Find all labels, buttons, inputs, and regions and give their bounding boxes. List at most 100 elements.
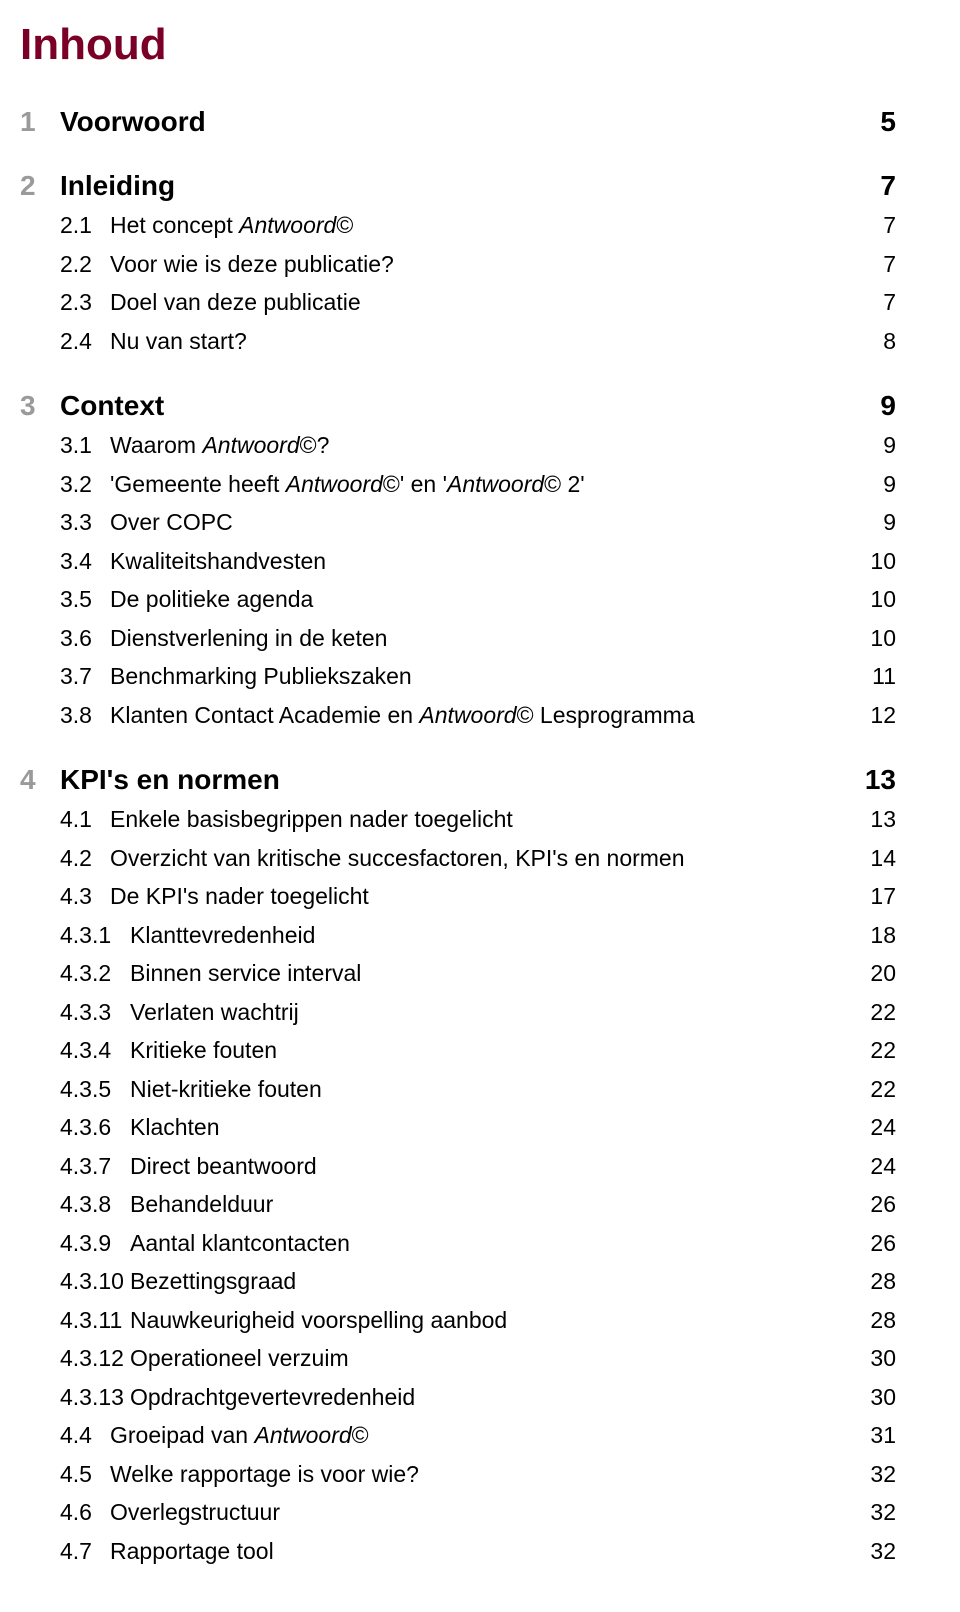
- toc-chapter-label: Voorwoord: [60, 106, 846, 138]
- toc-page: Inhoud 1Voorwoord52Inleiding72.1Het conc…: [0, 0, 960, 1612]
- toc-entry-row: 4.3De KPI's nader toegelicht17: [20, 879, 896, 914]
- toc-entry-row: 4.3.10Bezettingsgraad28: [20, 1264, 896, 1299]
- toc-chapter-number: 1: [20, 106, 60, 138]
- toc-entry-label: Klanten Contact Academie en Antwoord© Le…: [110, 698, 846, 733]
- toc-entry-label: Benchmarking Publiekszaken: [110, 659, 846, 694]
- toc-entry-number: 2.4: [20, 324, 110, 359]
- toc-entry-label: De politieke agenda: [110, 582, 846, 617]
- toc-entry-page: 11: [846, 659, 896, 694]
- toc-chapter-number: 2: [20, 170, 60, 202]
- toc-entry-page: 22: [846, 1072, 896, 1107]
- toc-entry-row: 4.3.12Operationeel verzuim30: [20, 1341, 896, 1376]
- toc-entry-row: 4.4Groeipad van Antwoord©31: [20, 1418, 896, 1453]
- toc-entry-label: Doel van deze publicatie: [110, 285, 846, 320]
- toc-entry-number: 4.3.13: [20, 1380, 130, 1415]
- toc-entry-number: 4.3.4: [20, 1033, 130, 1068]
- toc-chapter-page: 9: [846, 390, 896, 422]
- toc-entry-label: Voor wie is deze publicatie?: [110, 247, 846, 282]
- toc-entry-page: 8: [846, 324, 896, 359]
- toc-chapter-row: 4KPI's en normen13: [20, 764, 896, 796]
- toc-entry-number: 3.8: [20, 698, 110, 733]
- toc-entry-label: Binnen service interval: [130, 956, 846, 991]
- toc-entry-page: 13: [846, 802, 896, 837]
- toc-entry-label: Kritieke fouten: [130, 1033, 846, 1068]
- toc-chapter-page: 13: [846, 764, 896, 796]
- toc-entry-page: 10: [846, 621, 896, 656]
- toc-entry-row: 4.3.9Aantal klantcontacten26: [20, 1226, 896, 1261]
- toc-entry-label: Enkele basisbegrippen nader toegelicht: [110, 802, 846, 837]
- toc-entry-row: 4.7Rapportage tool32: [20, 1534, 896, 1569]
- toc-entry-number: 4.3.11: [20, 1303, 130, 1338]
- toc-entry-row: 2.2Voor wie is deze publicatie?7: [20, 247, 896, 282]
- toc-entry-label: Operationeel verzuim: [130, 1341, 846, 1376]
- toc-entry-page: 26: [846, 1187, 896, 1222]
- toc-entry-row: 4.6Overlegstructuur32: [20, 1495, 896, 1530]
- toc-entry-row: 3.6Dienstverlening in de keten10: [20, 621, 896, 656]
- toc-chapter-label: Context: [60, 390, 846, 422]
- toc-entry-page: 30: [846, 1380, 896, 1415]
- toc-entry-number: 4.3.9: [20, 1226, 130, 1261]
- toc-entry-row: 4.3.13Opdrachtgevertevredenheid30: [20, 1380, 896, 1415]
- toc-entry-label: Niet-kritieke fouten: [130, 1072, 846, 1107]
- toc-entry-row: 3.4Kwaliteitshandvesten10: [20, 544, 896, 579]
- toc-entry-label: Kwaliteitshandvesten: [110, 544, 846, 579]
- toc-entry-number: 3.5: [20, 582, 110, 617]
- toc-entry-label: Overlegstructuur: [110, 1495, 846, 1530]
- toc-chapter-number: 3: [20, 390, 60, 422]
- toc-entry-page: 18: [846, 918, 896, 953]
- toc-entry-label: 'Gemeente heeft Antwoord©' en 'Antwoord©…: [110, 467, 846, 502]
- toc-entry-number: 3.7: [20, 659, 110, 694]
- toc-entry-row: 4.3.5Niet-kritieke fouten22: [20, 1072, 896, 1107]
- toc-entry-row: 2.3Doel van deze publicatie7: [20, 285, 896, 320]
- toc-entry-page: 32: [846, 1457, 896, 1492]
- toc-entry-label: Klachten: [130, 1110, 846, 1145]
- toc-entry-number: 4.2: [20, 841, 110, 876]
- toc-entry-page: 22: [846, 995, 896, 1030]
- toc-entry-row: 4.3.7Direct beantwoord24: [20, 1149, 896, 1184]
- toc-entry-row: 4.5Welke rapportage is voor wie?32: [20, 1457, 896, 1492]
- toc-entry-page: 32: [846, 1534, 896, 1569]
- toc-entry-row: 3.7Benchmarking Publiekszaken11: [20, 659, 896, 694]
- toc-chapter-row: 2Inleiding7: [20, 170, 896, 202]
- toc-entry-page: 7: [846, 208, 896, 243]
- toc-chapter-label: KPI's en normen: [60, 764, 846, 796]
- toc-entry-number: 2.3: [20, 285, 110, 320]
- toc-entry-number: 3.3: [20, 505, 110, 540]
- toc-entry-row: 4.3.11Nauwkeurigheid voorspelling aanbod…: [20, 1303, 896, 1338]
- toc-entry-row: 4.3.8Behandelduur26: [20, 1187, 896, 1222]
- toc-entry-label: Nu van start?: [110, 324, 846, 359]
- toc-entry-row: 3.8Klanten Contact Academie en Antwoord©…: [20, 698, 896, 733]
- toc-entry-label: Aantal klantcontacten: [130, 1226, 846, 1261]
- toc-entry-row: 3.2'Gemeente heeft Antwoord©' en 'Antwoo…: [20, 467, 896, 502]
- toc-entry-page: 30: [846, 1341, 896, 1376]
- toc-entry-row: 2.4Nu van start?8: [20, 324, 896, 359]
- toc-entry-label: Direct beantwoord: [130, 1149, 846, 1184]
- toc-entry-page: 28: [846, 1303, 896, 1338]
- toc-entry-page: 12: [846, 698, 896, 733]
- toc-entry-label: Welke rapportage is voor wie?: [110, 1457, 846, 1492]
- toc-entry-page: 26: [846, 1226, 896, 1261]
- toc-entry-label: Het concept Antwoord©: [110, 208, 846, 243]
- toc-entry-number: 3.4: [20, 544, 110, 579]
- toc-entry-row: 4.3.1Klanttevredenheid18: [20, 918, 896, 953]
- toc-entry-number: 4.7: [20, 1534, 110, 1569]
- toc-entry-number: 4.5: [20, 1457, 110, 1492]
- toc-entry-number: 2.1: [20, 208, 110, 243]
- toc-entry-number: 4.3.12: [20, 1341, 130, 1376]
- toc-entry-number: 3.1: [20, 428, 110, 463]
- toc-entry-number: 4.3.5: [20, 1072, 130, 1107]
- toc-chapter-number: 4: [20, 764, 60, 796]
- toc-entry-page: 17: [846, 879, 896, 914]
- toc-entry-label: Dienstverlening in de keten: [110, 621, 846, 656]
- toc-chapter-row: 1Voorwoord5: [20, 106, 896, 138]
- toc-entry-label: Opdrachtgevertevredenheid: [130, 1380, 846, 1415]
- toc-entry-number: 4.3.10: [20, 1264, 130, 1299]
- toc-entry-page: 22: [846, 1033, 896, 1068]
- toc-entry-row: 4.1Enkele basisbegrippen nader toegelich…: [20, 802, 896, 837]
- toc-entry-label: Nauwkeurigheid voorspelling aanbod: [130, 1303, 846, 1338]
- toc-entry-label: Klanttevredenheid: [130, 918, 846, 953]
- toc-entry-row: 2.1Het concept Antwoord©7: [20, 208, 896, 243]
- toc-entry-number: 4.3.8: [20, 1187, 130, 1222]
- toc-entry-label: Overzicht van kritische succesfactoren, …: [110, 841, 846, 876]
- toc-entry-row: 4.3.4Kritieke fouten22: [20, 1033, 896, 1068]
